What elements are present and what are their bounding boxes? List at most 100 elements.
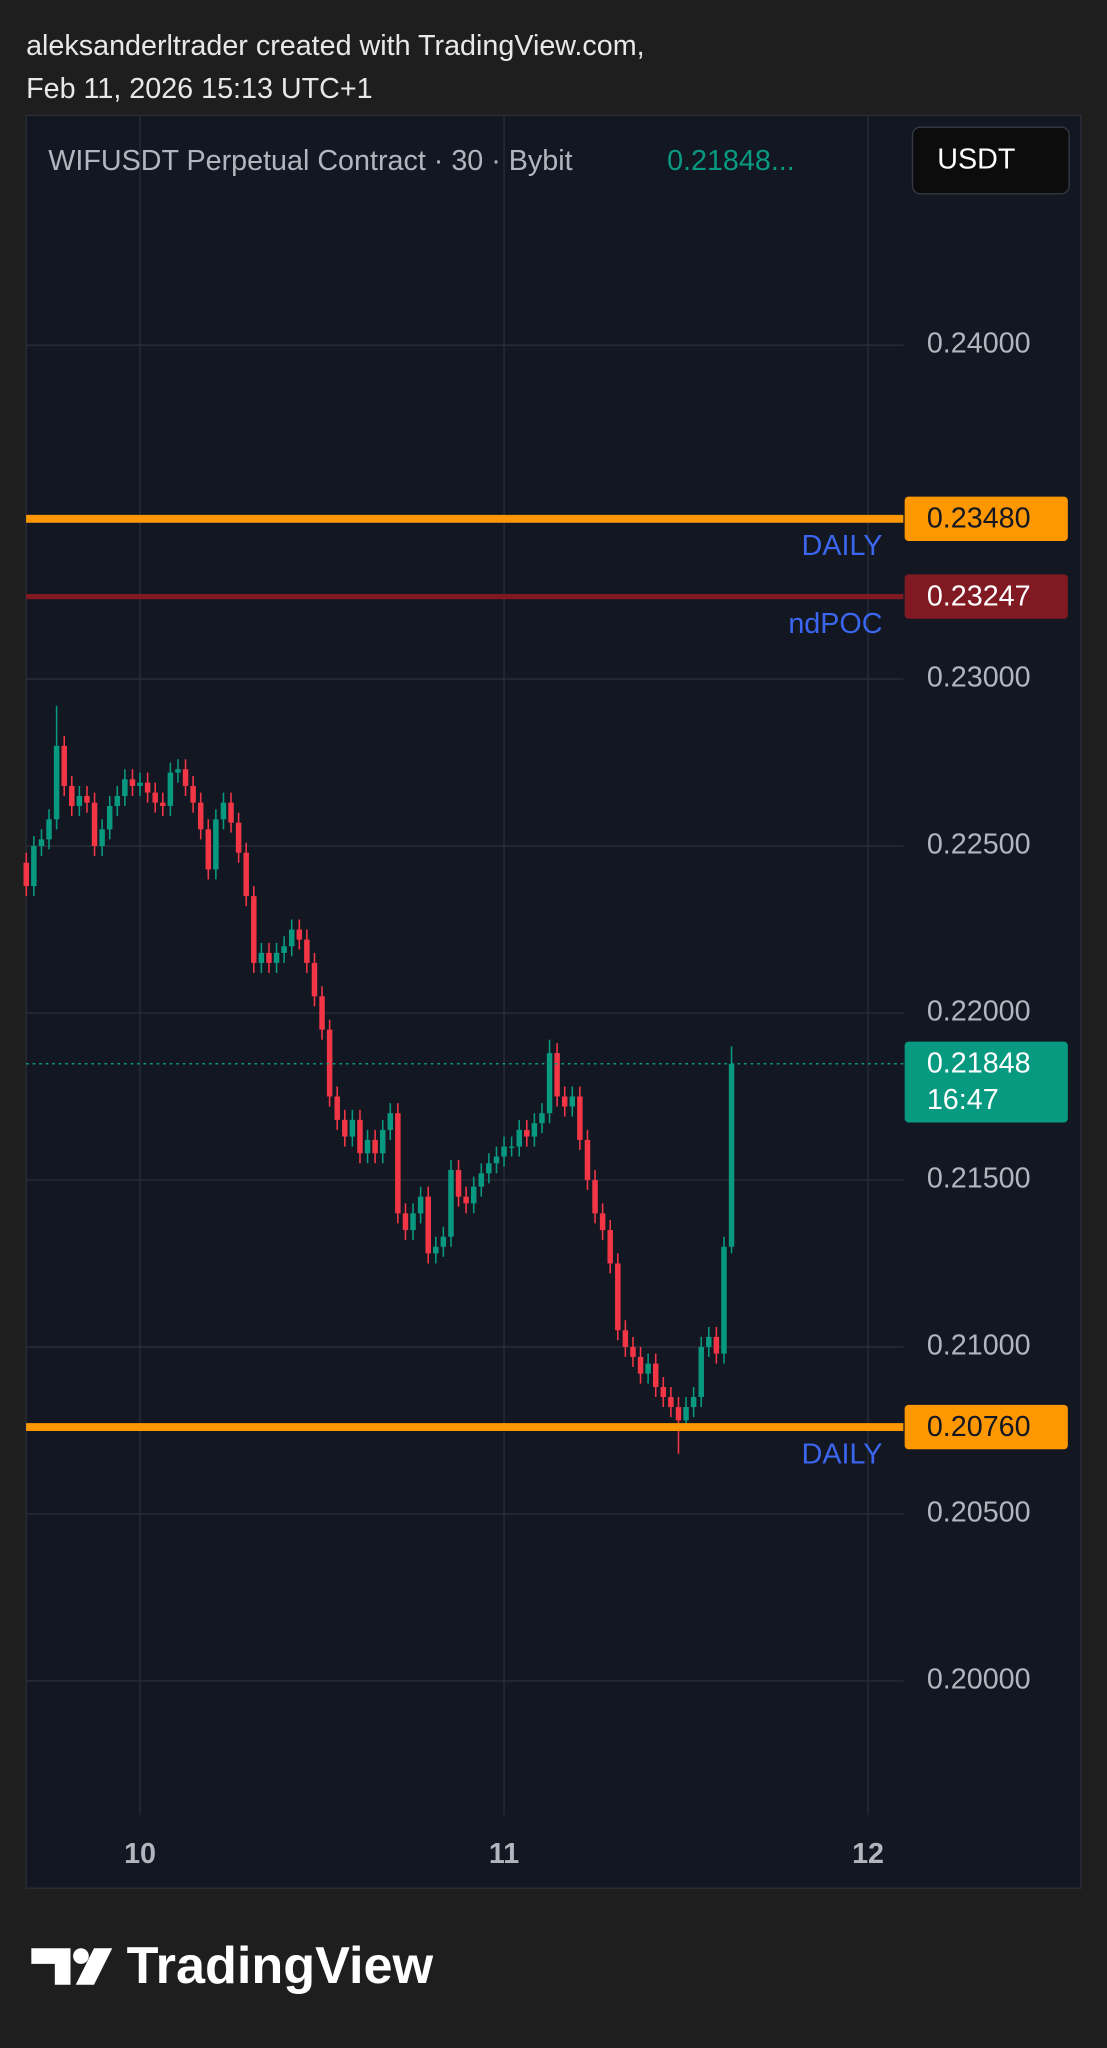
candle-body xyxy=(493,1156,500,1164)
candle-body xyxy=(23,862,30,887)
candle-body xyxy=(167,772,174,806)
candle-body xyxy=(61,745,67,786)
level-price-label: 0.23480 xyxy=(927,503,1031,535)
candle-body xyxy=(122,779,128,796)
candle-body xyxy=(304,939,310,963)
candle-body xyxy=(728,1063,735,1247)
y-tick-label: 0.21000 xyxy=(927,1330,1031,1362)
candle-body xyxy=(326,1029,333,1097)
candle-body xyxy=(440,1236,447,1247)
candle-body xyxy=(652,1363,659,1387)
candle-body xyxy=(690,1397,697,1408)
candle-body xyxy=(46,819,52,840)
symbol-legend: WIFUSDT Perpetual Contract · 30 · Bybit xyxy=(48,145,572,177)
candle-body xyxy=(592,1179,598,1214)
candle-body xyxy=(463,1196,469,1204)
y-tick-label: 0.24000 xyxy=(927,328,1031,360)
candle-body xyxy=(129,779,136,786)
y-tick-label: 0.22500 xyxy=(927,829,1031,861)
candle-body xyxy=(470,1186,477,1204)
plot-area: 0.20000 0.20500 0.21000 0.21500 0.22000 0.225… xyxy=(23,115,1068,1870)
level-price-box xyxy=(904,1404,1068,1450)
last-price-label: 0.21848 xyxy=(927,1048,1031,1080)
candle-body xyxy=(615,1263,621,1331)
candle-body xyxy=(319,996,325,1030)
candle-body xyxy=(668,1397,674,1408)
x-tick-label: 11 xyxy=(489,1838,519,1870)
candle-body xyxy=(364,1139,371,1154)
candle-body xyxy=(182,769,189,786)
candle-body xyxy=(683,1407,689,1421)
logo-shape xyxy=(75,1948,113,1985)
candle-body xyxy=(478,1173,485,1187)
candle-body xyxy=(281,946,287,953)
candle-body xyxy=(258,952,265,963)
y-tick-label: 0.22000 xyxy=(927,996,1031,1028)
y-tick-label: 0.23000 xyxy=(927,662,1031,694)
date-line: Feb 11, 2026 15:13 UTC+1 xyxy=(26,73,373,105)
candle-body xyxy=(531,1123,538,1137)
candle-body xyxy=(114,795,121,806)
candle-body xyxy=(410,1213,416,1231)
logo-shape xyxy=(73,1948,89,1964)
candle-body xyxy=(228,802,234,823)
candle-body xyxy=(516,1129,522,1147)
candle-body xyxy=(190,785,196,803)
candle-body xyxy=(561,1096,568,1107)
countdown-label: 16:47 xyxy=(927,1084,999,1116)
candle-body xyxy=(508,1146,515,1148)
candle-body xyxy=(144,782,151,793)
candle-body xyxy=(425,1196,431,1254)
legend-price: 0.21848... xyxy=(667,145,795,177)
candle-body xyxy=(31,846,37,887)
candle-body xyxy=(455,1169,462,1197)
x-tick-label: 10 xyxy=(124,1838,156,1870)
candle-body xyxy=(91,802,98,847)
candle-body xyxy=(607,1230,613,1264)
candle-body xyxy=(106,805,113,830)
logo-shape xyxy=(31,1948,71,1985)
candle-body xyxy=(213,819,219,870)
candle-body xyxy=(395,1113,401,1214)
candle-body xyxy=(175,769,181,773)
candle-body xyxy=(387,1113,394,1130)
candle-body xyxy=(501,1146,507,1157)
candle-body xyxy=(273,952,280,963)
y-tick-label: 0.21500 xyxy=(927,1163,1031,1195)
candle-body xyxy=(84,795,90,803)
candle-body xyxy=(713,1336,720,1354)
chart-panel xyxy=(25,114,1082,1889)
candle-body xyxy=(706,1336,712,1347)
candle-body xyxy=(69,785,75,806)
candle-body xyxy=(637,1356,644,1374)
candle-body xyxy=(76,795,83,806)
level-name: DAILY xyxy=(802,1438,883,1470)
level-price-label: 0.23247 xyxy=(927,580,1031,612)
level-price-box xyxy=(904,496,1068,541)
candle-body xyxy=(577,1096,583,1140)
candle-body xyxy=(251,896,257,963)
currency-button[interactable] xyxy=(911,126,1070,195)
footer-logo: TradingView xyxy=(127,1937,434,1995)
candle-body xyxy=(721,1246,727,1354)
candle-body xyxy=(53,745,60,820)
x-tick-label: 12 xyxy=(852,1838,884,1870)
candle-body xyxy=(554,1053,560,1097)
candle-body xyxy=(38,839,45,847)
currency-button-label[interactable]: USDT xyxy=(937,144,1015,176)
candle-body xyxy=(372,1139,378,1154)
candle-body xyxy=(137,782,143,786)
candle-body xyxy=(235,822,242,853)
y-tick-label: 0.20000 xyxy=(927,1663,1031,1695)
candle-body xyxy=(630,1346,636,1357)
candle-body xyxy=(433,1246,439,1254)
candle-body xyxy=(539,1113,545,1124)
candle-body xyxy=(569,1096,576,1107)
candle-body xyxy=(379,1129,386,1154)
candle-body xyxy=(266,952,272,963)
level-name: ndPOC xyxy=(788,608,882,640)
last-price-box xyxy=(904,1041,1068,1123)
candle-body xyxy=(660,1386,667,1398)
